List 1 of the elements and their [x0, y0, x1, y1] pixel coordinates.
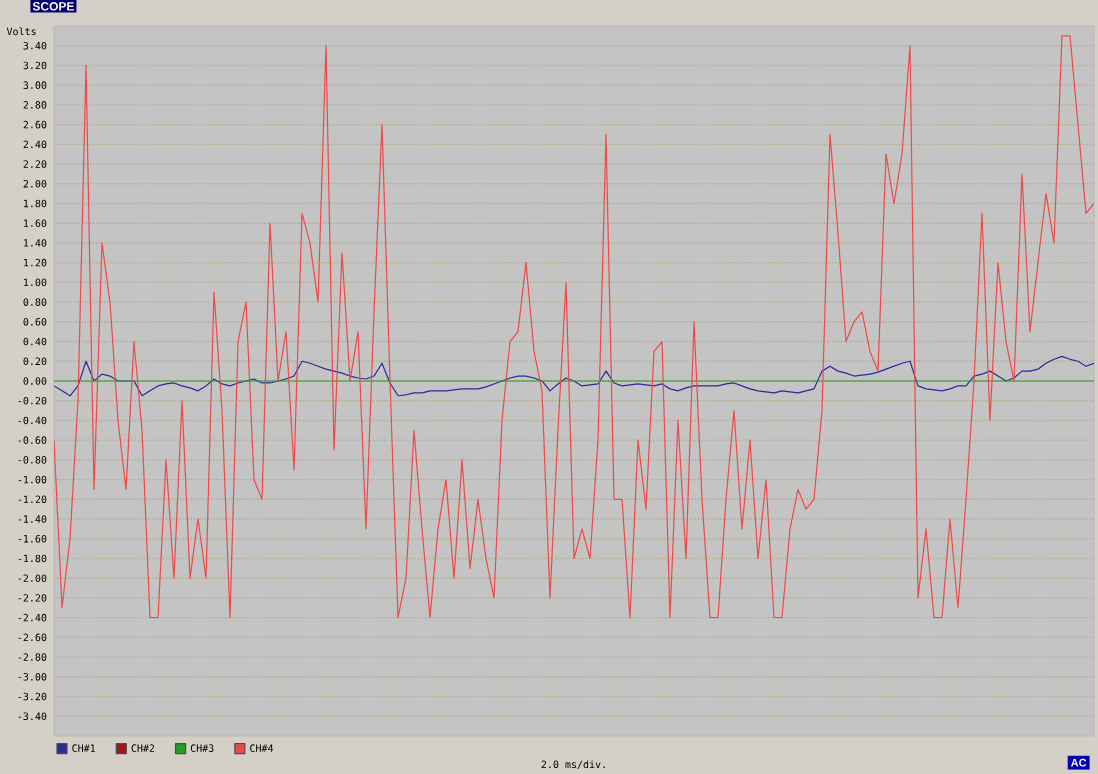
line-series	[54, 35, 1094, 619]
